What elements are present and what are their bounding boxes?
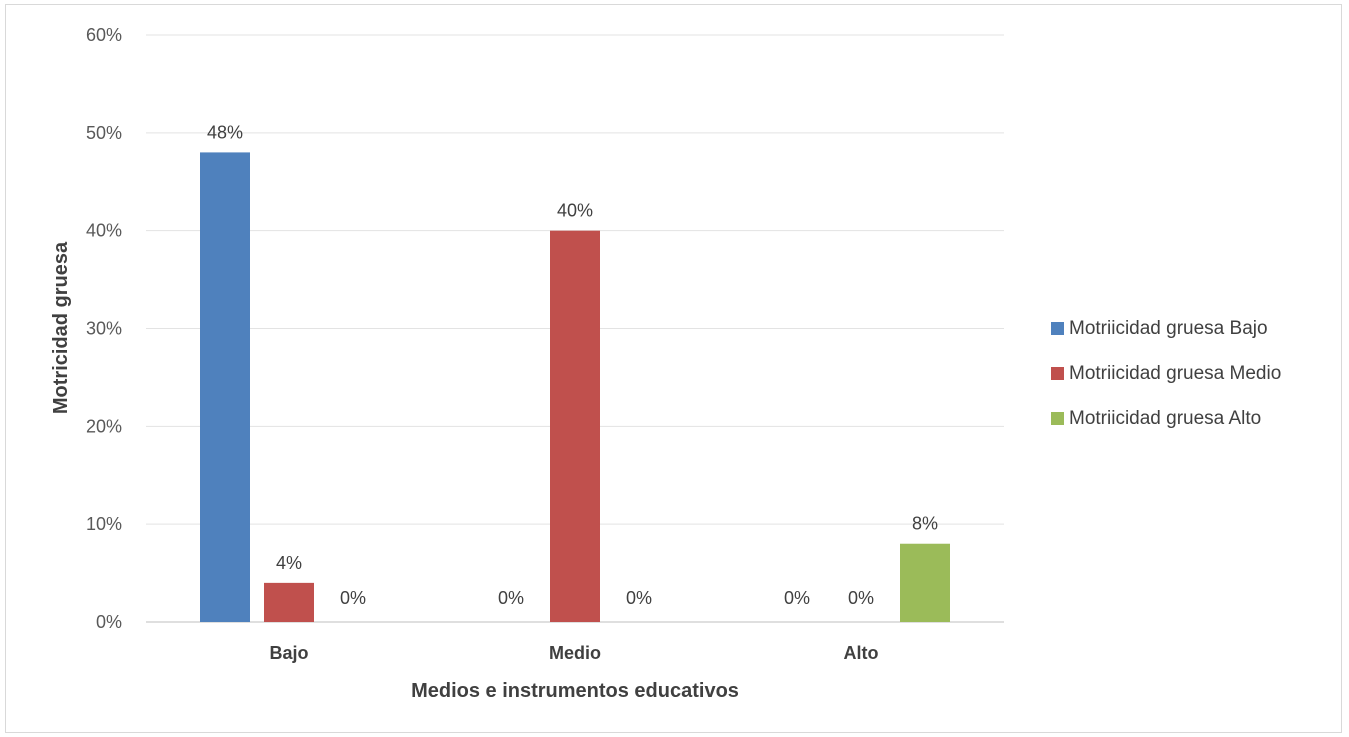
data-label: 4% xyxy=(276,553,302,573)
data-label: 0% xyxy=(848,588,874,608)
gridlines xyxy=(146,34,1004,623)
x-category-label: Bajo xyxy=(269,643,308,663)
legend-label: Motriicidad gruesa Medio xyxy=(1069,363,1281,384)
data-labels: 48% 4% 0% 0% 40% 0% 0% 0% 8% xyxy=(207,122,938,608)
bar-alto-series-3 xyxy=(900,543,950,622)
data-label: 40% xyxy=(557,201,593,221)
legend-label: Motriicidad gruesa Bajo xyxy=(1069,318,1268,339)
bar-medio-series-2 xyxy=(550,230,600,622)
bars xyxy=(200,152,950,622)
y-axis-tick-labels: 0% 10% 20% 30% 40% 50% 60% xyxy=(86,25,122,632)
data-label: 0% xyxy=(340,588,366,608)
y-tick-label: 20% xyxy=(86,416,122,436)
data-label: 8% xyxy=(912,514,938,534)
data-label: 48% xyxy=(207,122,243,142)
chart-frame xyxy=(5,4,1342,733)
x-axis-category-labels: Bajo Medio Alto xyxy=(269,643,878,663)
legend-label: Motriicidad gruesa Alto xyxy=(1069,408,1261,429)
y-tick-label: 60% xyxy=(86,25,122,45)
bar-bajo-series-2 xyxy=(264,582,314,622)
data-label: 0% xyxy=(626,588,652,608)
data-label: 0% xyxy=(784,588,810,608)
x-axis-title: Medios e instrumentos educativos xyxy=(411,680,739,702)
legend-swatch xyxy=(1051,412,1064,425)
y-tick-label: 0% xyxy=(96,612,122,632)
x-category-label: Alto xyxy=(844,643,879,663)
data-label: 0% xyxy=(498,588,524,608)
y-tick-label: 30% xyxy=(86,319,122,339)
y-axis-title: Motricidad gruesa xyxy=(50,241,72,414)
y-tick-label: 40% xyxy=(86,221,122,241)
legend-swatch xyxy=(1051,322,1064,335)
bar-bajo-series-1 xyxy=(200,152,250,622)
y-tick-label: 10% xyxy=(86,514,122,534)
y-tick-label: 50% xyxy=(86,123,122,143)
legend: Motriicidad gruesa Bajo Motriicidad grues… xyxy=(1051,318,1281,429)
x-category-label: Medio xyxy=(549,643,601,663)
legend-swatch xyxy=(1051,367,1064,380)
